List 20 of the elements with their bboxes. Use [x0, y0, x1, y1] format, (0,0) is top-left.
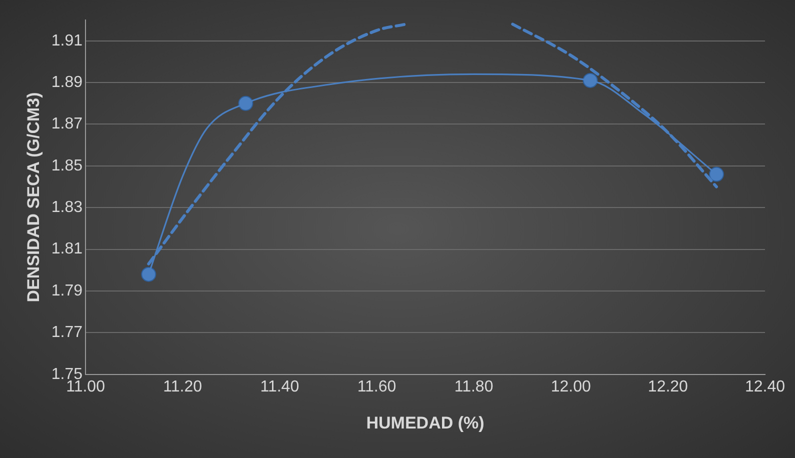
point: [708, 166, 724, 182]
x-tick-label: 12.40: [744, 378, 786, 396]
y-tick-label: 1.83: [51, 199, 83, 216]
x-tick-label: 11.00: [66, 378, 106, 396]
x-tick-label: 11.60: [357, 378, 396, 396]
y-tick-label: 1.87: [51, 116, 83, 133]
x-tick-label: 11.20: [163, 378, 202, 396]
x-axis-title: HUMEDAD (%): [366, 413, 484, 432]
x-tick-label: 12.00: [550, 378, 591, 396]
x-tick-label: 11.80: [454, 378, 494, 396]
y-tick-label: 1.79: [51, 282, 83, 300]
y-tick-label: 1.81: [51, 240, 83, 258]
y-tick-label: 1.89: [51, 74, 83, 91]
x-tick-label: 12.20: [648, 378, 688, 396]
y-axis-title: DENSIDAD SECA (G/CM3): [24, 92, 43, 302]
y-tick-label: 1.85: [51, 157, 83, 174]
x-tick-label: 11.40: [260, 378, 300, 396]
point: [141, 266, 156, 282]
y-tick-label: 1.77: [51, 324, 83, 342]
y-tick-label: 1.91: [51, 32, 83, 50]
